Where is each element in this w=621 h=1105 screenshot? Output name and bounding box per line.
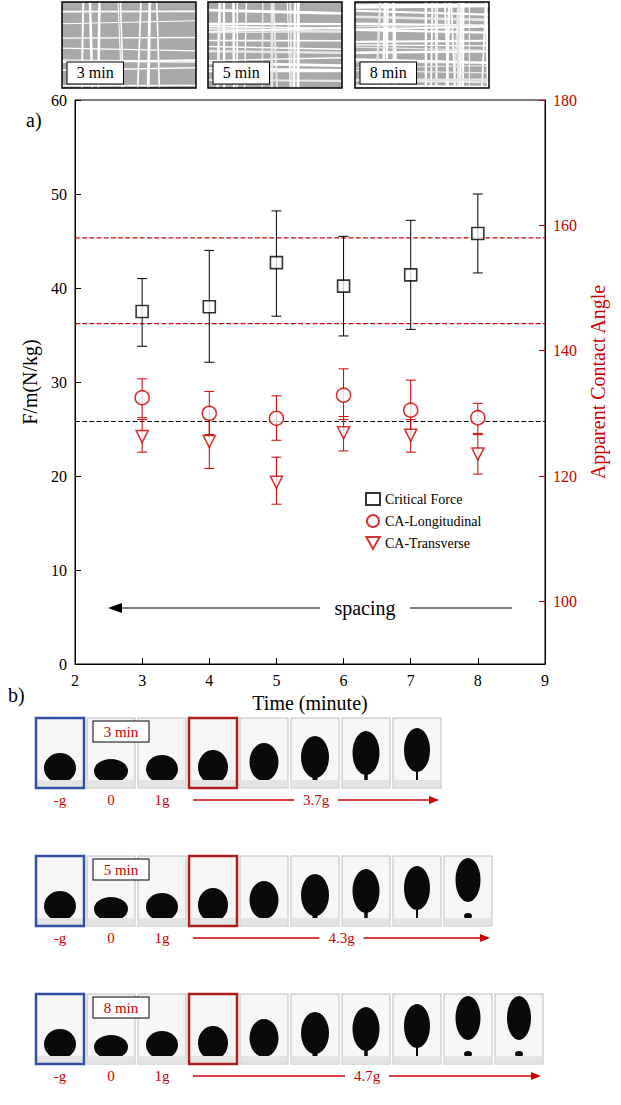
svg-text:5: 5 — [272, 672, 280, 689]
svg-text:2: 2 — [71, 672, 79, 689]
svg-text:40: 40 — [51, 280, 67, 297]
svg-text:-g: -g — [54, 1068, 67, 1084]
svg-text:a): a) — [26, 109, 42, 132]
svg-text:8: 8 — [474, 672, 482, 689]
svg-text:1g: 1g — [155, 792, 171, 808]
svg-text:50: 50 — [51, 186, 67, 203]
svg-text:60: 60 — [51, 92, 67, 109]
svg-text:9: 9 — [541, 672, 549, 689]
svg-text:8 min: 8 min — [104, 1000, 139, 1016]
svg-text:3.7g: 3.7g — [303, 792, 330, 808]
svg-text:20: 20 — [51, 468, 67, 485]
svg-text:3: 3 — [138, 672, 146, 689]
svg-text:180: 180 — [553, 92, 577, 109]
svg-text:1g: 1g — [155, 930, 171, 946]
svg-text:100: 100 — [553, 593, 577, 610]
svg-text:0: 0 — [107, 792, 115, 808]
svg-text:0: 0 — [107, 930, 115, 946]
svg-text:Critical Force: Critical Force — [385, 492, 462, 507]
svg-text:8 min: 8 min — [370, 64, 407, 81]
svg-text:spacing: spacing — [334, 597, 395, 620]
svg-text:4.7g: 4.7g — [354, 1068, 381, 1084]
svg-text:4.3g: 4.3g — [328, 930, 355, 946]
svg-text:-g: -g — [54, 792, 67, 808]
svg-text:5 min: 5 min — [223, 64, 260, 81]
html-text:b): b) — [8, 684, 25, 706]
svg-text:160: 160 — [553, 217, 577, 234]
svg-text:-g: -g — [54, 930, 67, 946]
svg-text:F/m(N/kg): F/m(N/kg) — [19, 339, 42, 425]
svg-text:140: 140 — [553, 342, 577, 359]
svg-text:120: 120 — [553, 468, 577, 485]
svg-text:0: 0 — [59, 656, 67, 673]
svg-text:30: 30 — [51, 374, 67, 391]
svg-text:5 min: 5 min — [104, 862, 139, 878]
svg-text:3 min: 3 min — [104, 724, 139, 740]
svg-text:3 min: 3 min — [77, 64, 114, 81]
svg-text:6: 6 — [340, 672, 348, 689]
svg-text:0: 0 — [107, 1068, 115, 1084]
svg-text:Apparent Contact Angle: Apparent Contact Angle — [587, 285, 610, 480]
svg-text:CA-Longitudinal: CA-Longitudinal — [385, 514, 482, 529]
svg-text:4: 4 — [205, 672, 213, 689]
svg-text:CA-Transverse: CA-Transverse — [385, 536, 470, 551]
svg-text:7: 7 — [407, 672, 415, 689]
svg-text:Time (minute): Time (minute) — [252, 692, 367, 715]
svg-text:10: 10 — [51, 562, 67, 579]
svg-text:1g: 1g — [155, 1068, 171, 1084]
